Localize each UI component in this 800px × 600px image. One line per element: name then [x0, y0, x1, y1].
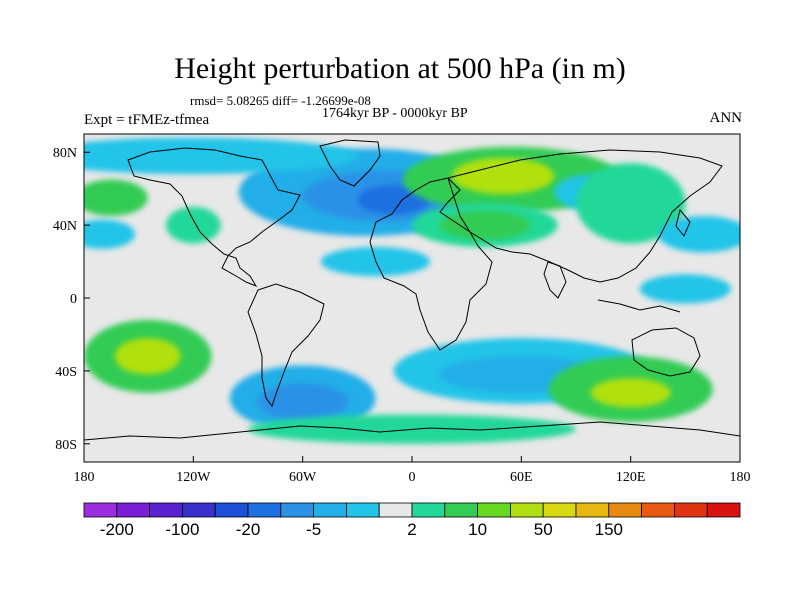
colorbar-swatch	[674, 502, 708, 518]
colorbar-swatch	[641, 502, 675, 518]
coastline-europe-africa	[369, 177, 493, 351]
lon-tick-label: 180	[74, 470, 95, 485]
lat-tick-label: 40N	[53, 219, 77, 234]
longitude-axis: 180 120W 60W 0 60E 120E 180	[74, 456, 751, 485]
colorbar-swatch	[116, 502, 151, 518]
lon-tick-label: 60E	[510, 470, 533, 485]
lon-tick-label: 180	[730, 470, 751, 485]
colorbar-swatch	[411, 502, 446, 518]
coastline-india	[543, 261, 567, 299]
perturbation-field	[84, 137, 740, 444]
lat-tick-label: 80N	[53, 146, 77, 161]
region-australia-south-core	[590, 378, 671, 408]
colorbar-swatch	[444, 502, 478, 518]
plot-title: Height perturbation at 500 hPa (in m)	[174, 52, 626, 85]
colorbar-swatch	[280, 502, 314, 518]
colorbar: -200 -100 -20 -5 2 10 50 150	[83, 502, 741, 539]
colorbar-label: 10	[468, 520, 487, 539]
lat-tick-label: 0	[70, 292, 77, 307]
coastline-north-america	[127, 147, 301, 288]
region-arctic-negative	[84, 137, 358, 175]
colorbar-swatch	[706, 502, 741, 518]
colorbar-swatch	[214, 502, 249, 518]
season-label: ANN	[709, 110, 743, 126]
colorbar-label: -5	[306, 520, 321, 539]
colorbar-swatch	[608, 502, 642, 518]
lon-tick-label: 120W	[176, 470, 211, 485]
colorbar-label: -100	[165, 520, 199, 539]
region-west-pacific-negative	[84, 219, 136, 249]
colorbar-swatch	[149, 502, 183, 518]
colorbar-swatch	[247, 502, 282, 518]
colorbar-swatch	[509, 502, 544, 518]
region-middle-east-core	[439, 210, 531, 240]
colorbar-swatch	[378, 502, 413, 518]
coastline-japan	[675, 208, 691, 237]
experiment-label: Expt = tFMEz-tfmea	[84, 112, 210, 128]
coastline-asia	[447, 149, 723, 283]
statistics-label: rmsd= 5.08265 diff= -1.26699e-08	[190, 93, 371, 108]
colorbar-label: 50	[534, 520, 553, 539]
region-eurasia-core	[452, 157, 555, 195]
colorbar-swatch	[575, 502, 610, 518]
colorbar-swatch	[181, 502, 216, 518]
colorbar-swatch	[345, 502, 380, 518]
colorbar-swatch	[542, 502, 577, 518]
region-north-america-positive	[166, 206, 221, 244]
region-equatorial-pacific-negative	[639, 274, 731, 304]
coastline-south-america	[247, 283, 325, 408]
region-south-america-core	[257, 383, 349, 421]
time-period-label: 1764kyr BP - 0000kyr BP	[322, 106, 468, 121]
coastline-greenland	[319, 139, 381, 187]
colorbar-label: 2	[407, 520, 416, 539]
region-east-asia-positive	[576, 163, 686, 244]
region-north-pacific-negative	[658, 216, 740, 253]
lat-tick-label: 80S	[55, 438, 77, 453]
latitude-axis: 80N 40N 0 40S 80S	[53, 146, 90, 453]
lat-tick-label: 40S	[55, 365, 77, 380]
region-north-pacific-positive	[84, 179, 148, 216]
colorbar-swatch	[83, 502, 118, 518]
coastline-antarctica	[84, 421, 740, 441]
coastlines	[84, 139, 740, 441]
colorbar-swatch	[477, 502, 511, 518]
colorbar-label: -200	[100, 520, 134, 539]
coastline-indonesia	[597, 299, 681, 313]
region-south-pacific-core	[114, 338, 181, 375]
lon-tick-label: 60W	[289, 470, 317, 485]
lon-tick-label: 120E	[616, 470, 646, 485]
lon-tick-label: 0	[409, 470, 416, 485]
colorbar-label: 150	[595, 520, 623, 539]
colorbar-swatch	[313, 502, 347, 518]
colorbar-label: -20	[236, 520, 261, 539]
coastline-australia	[631, 327, 701, 377]
